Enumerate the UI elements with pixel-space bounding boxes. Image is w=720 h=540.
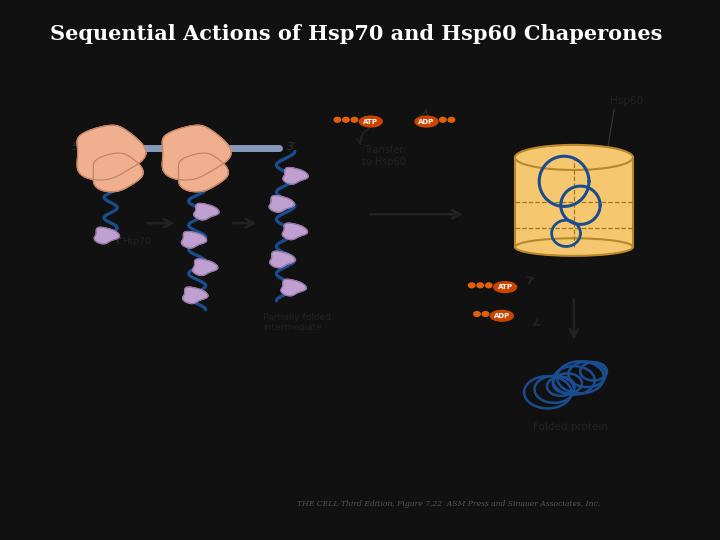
Text: Transfer
to Hsp60: Transfer to Hsp60 xyxy=(362,145,406,167)
Ellipse shape xyxy=(334,117,341,122)
Ellipse shape xyxy=(469,283,475,288)
Ellipse shape xyxy=(359,116,382,127)
Ellipse shape xyxy=(494,282,516,293)
Text: Hsp60: Hsp60 xyxy=(610,96,643,106)
Ellipse shape xyxy=(477,283,484,288)
Text: 3′: 3′ xyxy=(287,142,297,152)
Polygon shape xyxy=(162,125,231,180)
Ellipse shape xyxy=(485,283,492,288)
Polygon shape xyxy=(269,195,294,212)
Ellipse shape xyxy=(448,117,454,122)
Polygon shape xyxy=(183,287,208,303)
Text: ADP: ADP xyxy=(494,313,510,319)
Polygon shape xyxy=(194,204,219,220)
Text: Folded protein: Folded protein xyxy=(533,422,608,432)
Polygon shape xyxy=(94,153,143,192)
Text: ATP: ATP xyxy=(498,284,513,290)
Ellipse shape xyxy=(515,238,633,256)
Text: ATP: ATP xyxy=(364,119,378,125)
Polygon shape xyxy=(192,259,217,275)
Text: 5′: 5′ xyxy=(71,142,81,152)
Ellipse shape xyxy=(343,117,349,122)
Text: Sequential Actions of Hsp70 and Hsp60 Chaperones: Sequential Actions of Hsp70 and Hsp60 Ch… xyxy=(50,24,663,44)
Ellipse shape xyxy=(474,312,480,316)
Ellipse shape xyxy=(415,116,438,127)
Polygon shape xyxy=(94,227,120,244)
Polygon shape xyxy=(282,223,307,240)
Text: Partially folded
intermediate: Partially folded intermediate xyxy=(263,313,330,332)
Polygon shape xyxy=(181,232,207,248)
Ellipse shape xyxy=(440,117,446,122)
Ellipse shape xyxy=(490,310,513,321)
Ellipse shape xyxy=(515,145,633,170)
Text: ADP: ADP xyxy=(418,119,435,125)
Polygon shape xyxy=(283,167,308,184)
Text: Hsp70: Hsp70 xyxy=(122,237,151,246)
Text: THE CELL Third Edition, Figure 7.22  ASM Press and Sinauer Associates, Inc.: THE CELL Third Edition, Figure 7.22 ASM … xyxy=(297,500,600,508)
Polygon shape xyxy=(270,251,295,268)
Ellipse shape xyxy=(482,312,489,316)
Bar xyxy=(515,158,633,247)
Polygon shape xyxy=(77,125,146,180)
Ellipse shape xyxy=(351,117,358,122)
Polygon shape xyxy=(179,153,228,192)
Polygon shape xyxy=(281,279,306,296)
